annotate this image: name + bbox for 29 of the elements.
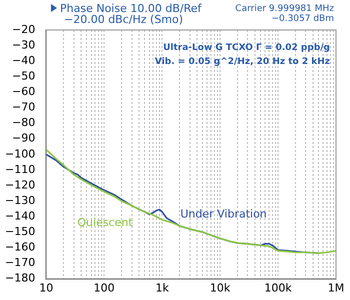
x-tick-label: 100 bbox=[94, 281, 115, 294]
y-tick-label: −150 bbox=[4, 225, 36, 238]
series-label: Under Vibration bbox=[180, 207, 267, 220]
y-tick-label: −70 bbox=[12, 100, 36, 114]
x-tick-label: 10 bbox=[39, 281, 54, 294]
y-tick-label: −180 bbox=[4, 272, 36, 285]
y-tick-label: −60 bbox=[12, 85, 36, 98]
y-tick-label: −130 bbox=[4, 194, 36, 207]
x-tick-label: 100k bbox=[264, 281, 292, 294]
y-tick-label: −160 bbox=[4, 240, 36, 254]
x-tick-label: 10k bbox=[210, 281, 231, 294]
y-tick-label: −110 bbox=[4, 162, 36, 176]
y-tick-label: −20 bbox=[12, 22, 36, 36]
x-tick-label: 1k bbox=[155, 281, 170, 294]
annotation: Vib. = 0.05 g^2/Hz, 20 Hz to 2 kHz bbox=[154, 57, 330, 67]
y-tick-label: −90 bbox=[12, 132, 36, 145]
y-tick-label: −40 bbox=[12, 54, 36, 67]
series-label: Quiescent bbox=[77, 216, 134, 229]
y-tick-label: −80 bbox=[12, 116, 36, 130]
chart-title: Phase Noise 10.00 dB/Ref −20.00 dBc/Hz (Smo) bbox=[60, 2, 202, 26]
y-tick-label: −30 bbox=[12, 38, 36, 52]
y-tick-label: −140 bbox=[4, 209, 36, 222]
annotation: Ultra-Low G TCXO Γ = 0.02 ppb/g bbox=[163, 43, 330, 53]
y-tick-label: −50 bbox=[12, 70, 36, 83]
y-tick-label: −120 bbox=[4, 178, 36, 192]
x-tick-label: 1M bbox=[328, 281, 344, 294]
chart-subtitle: Carrier 9.999981 MHz −0.3057 dBm bbox=[235, 4, 334, 24]
y-tick-label: −100 bbox=[4, 147, 36, 160]
y-tick-label: −170 bbox=[4, 256, 36, 270]
